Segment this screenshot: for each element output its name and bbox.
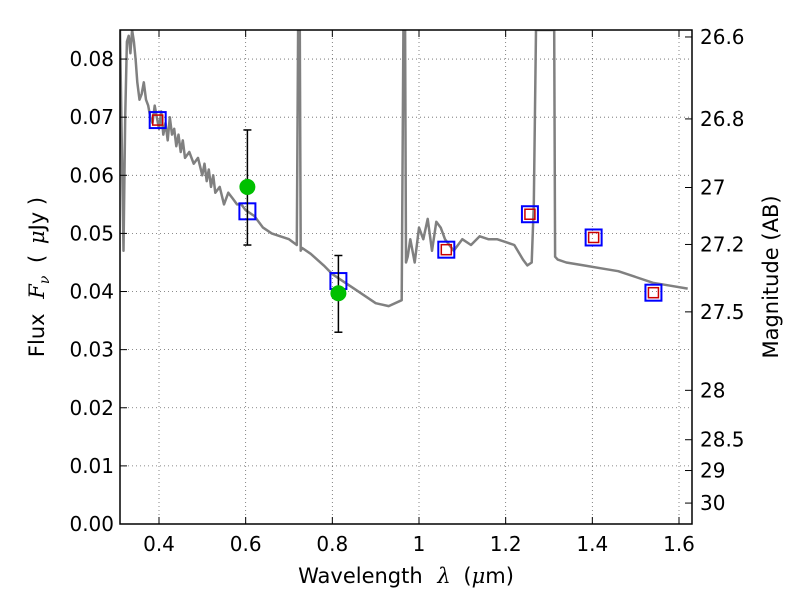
y-axis-title: Flux Fν ( μJy ) — [25, 197, 54, 357]
y-axis-symbol-subscript: ν — [37, 275, 53, 284]
upper-limit-square — [151, 114, 164, 126]
x-axis-unit-rest: m) — [485, 564, 514, 588]
y-axis-unit-rest: Jy ) — [25, 197, 49, 233]
axes-frame — [119, 29, 693, 525]
x-tick-label: 1.6 — [663, 532, 695, 556]
model-photometry-square — [437, 240, 456, 259]
y-tick-label: 0.00 — [69, 512, 114, 536]
detection-point — [239, 178, 256, 195]
y-axis-title-prefix: Flux — [25, 313, 49, 357]
x-tick-label: 1 — [413, 532, 426, 556]
y-axis-symbol: F — [25, 283, 49, 300]
y-tick-label: 0.02 — [69, 396, 114, 420]
model-photometry-square — [148, 111, 167, 130]
y2-tick-label: 30 — [700, 491, 725, 515]
y2-tick-label: 27 — [700, 175, 725, 199]
upper-limit-square — [440, 243, 453, 256]
y-tick-label: 0.03 — [69, 338, 114, 362]
y-axis-unit-mu: μ — [25, 230, 49, 244]
x-tick-label: 0.4 — [143, 532, 175, 556]
y-axis-unit-open: ( — [25, 255, 49, 263]
detection-point — [330, 285, 347, 302]
y2-tick-label: 28.5 — [700, 428, 745, 452]
upper-limit-square — [647, 286, 660, 299]
model-photometry-square — [520, 205, 539, 224]
y-tick-label: 0.04 — [69, 280, 114, 304]
x-tick-label: 1.4 — [576, 532, 608, 556]
model-photometry-square — [644, 283, 663, 302]
y2-tick-label: 26.6 — [700, 25, 745, 49]
y2-tick-label: 26.8 — [700, 107, 745, 131]
x-tick-label: 0.6 — [230, 532, 262, 556]
x-tick-label: 0.8 — [316, 532, 348, 556]
x-tick-label: 1.2 — [490, 532, 522, 556]
y-tick-label: 0.01 — [69, 454, 114, 478]
upper-limit-square — [587, 231, 600, 244]
x-axis-title-prefix: Wavelength — [298, 564, 423, 588]
y2-tick-label: 27.5 — [700, 300, 745, 324]
ticks: 0.4 0.6 0.8 1 1.2 1.4 1.6 0.00 0.01 0.02 0.03 0.04 0… — [69, 25, 744, 556]
model-photometry-square — [584, 228, 603, 247]
y-tick-label: 0.06 — [69, 163, 114, 187]
x-axis-symbol: λ — [436, 564, 450, 588]
y-tick-label: 0.08 — [69, 47, 114, 71]
sed-model-line — [120, 30, 688, 308]
y-tick-label: 0.05 — [69, 221, 114, 245]
y-tick-label: 0.07 — [69, 105, 114, 129]
x-axis-unit-mu: μ — [472, 564, 486, 588]
y2-axis-title: Magnitude (AB) — [759, 195, 783, 358]
upper-limit-square — [524, 208, 536, 220]
x-axis-unit-open: ( — [463, 564, 471, 588]
x-axis-title: Wavelength λ (μm) — [298, 564, 514, 588]
y2-tick-label: 29 — [700, 459, 725, 483]
y2-tick-label: 27.2 — [700, 232, 745, 256]
plot-area — [120, 30, 688, 333]
y2-tick-label: 28 — [700, 378, 725, 402]
